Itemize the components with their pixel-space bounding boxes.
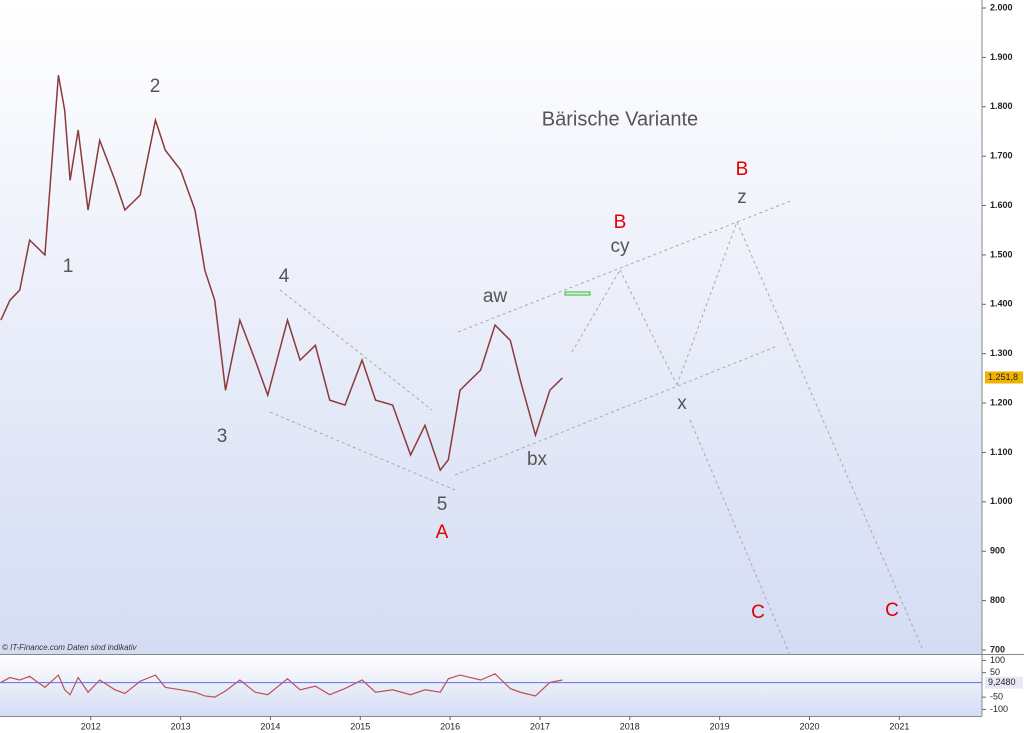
x-tick-label: 2013 [171,721,191,731]
x-tick-label: 2012 [81,721,101,731]
wave-label: A [436,522,449,543]
wave-label: bx [527,449,548,470]
indicator-tick-label: -50 [990,692,1003,702]
x-tick-label: 2015 [350,721,370,731]
chart-title: Bärische Variante [542,108,698,130]
x-tick-label: 2017 [530,721,550,731]
price-line [0,75,563,472]
wave-lines [269,199,923,656]
x-tick-label: 2021 [889,721,909,731]
wave-label: C [885,600,899,621]
y-tick-label: 1.300 [990,348,1013,358]
wave-label: 2 [150,76,161,97]
indicator-panel [0,656,982,716]
x-tick-label: 2014 [260,721,280,731]
indicator-tick-label: 50 [990,667,1000,677]
indicator-line [0,673,563,698]
source-note: © IT-Finance.com Daten sind indikativ [2,643,138,652]
y-tick-label: 1.700 [990,151,1013,161]
wave-label: B [614,212,627,233]
indicator-last-label: 9,2480 [988,677,1016,687]
last-price-tag [985,371,1023,384]
wave-label: x [677,393,687,414]
main-panel [0,0,982,654]
y-tick-label: 1.900 [990,52,1013,62]
wave-label: aw [483,286,508,307]
target-box [564,291,591,296]
wave-label: 3 [217,426,228,447]
x-tick-label: 2019 [710,721,730,731]
wave-label: z [737,187,747,208]
y-tick-label: 1.400 [990,299,1013,309]
wave-label: B [736,159,749,180]
wave-label: 5 [437,494,448,515]
last-price-label: 1.251,8 [988,372,1018,382]
y-tick-label: 1.800 [990,101,1013,111]
y-tick-label: 800 [990,595,1005,605]
y-tick-label: 1.000 [990,496,1013,506]
y-tick-label: 2.000 [990,2,1013,12]
y-tick-label: 900 [990,546,1005,556]
y-tick-label: 1.200 [990,397,1013,407]
wave-label: 1 [63,256,74,277]
wave-label: cy [611,236,631,257]
x-tick-label: 2018 [620,721,640,731]
indicator-tick-label: 100 [990,655,1005,665]
wave-label: C [751,602,765,623]
y-tick-label: 700 [990,644,1005,654]
x-tick-label: 2016 [440,721,460,731]
wave-label: 4 [279,266,290,287]
indicator-tag [985,676,1023,689]
y-tick-label: 1.600 [990,200,1013,210]
y-tick-label: 1.100 [990,447,1013,457]
indicator-tick-label: -100 [990,704,1008,714]
y-tick-label: 1.500 [990,249,1013,259]
x-tick-label: 2020 [799,721,819,731]
